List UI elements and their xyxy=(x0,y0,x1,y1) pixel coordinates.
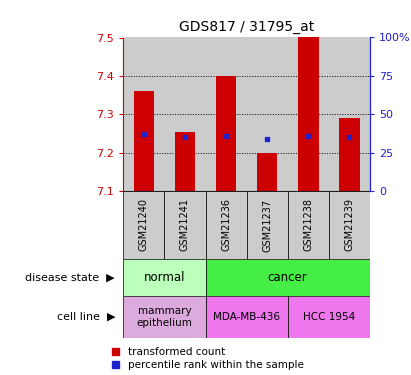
Text: GSM21238: GSM21238 xyxy=(303,198,313,252)
Text: disease state  ▶: disease state ▶ xyxy=(25,273,115,282)
Legend: transformed count, percentile rank within the sample: transformed count, percentile rank withi… xyxy=(108,343,308,374)
Text: cell line  ▶: cell line ▶ xyxy=(57,312,115,322)
Bar xyxy=(175,132,195,191)
Bar xyxy=(329,38,370,191)
Text: GSM21241: GSM21241 xyxy=(180,198,190,252)
Bar xyxy=(288,296,370,338)
Bar xyxy=(216,76,236,191)
Bar xyxy=(247,38,288,191)
Bar xyxy=(134,91,154,191)
Text: mammary
epithelium: mammary epithelium xyxy=(136,306,192,328)
Bar xyxy=(257,153,277,191)
Text: GSM21240: GSM21240 xyxy=(139,198,149,252)
Bar xyxy=(206,38,247,191)
Bar xyxy=(206,296,288,338)
Bar xyxy=(329,191,370,259)
Bar xyxy=(247,191,288,259)
Bar xyxy=(288,38,329,191)
Bar xyxy=(123,191,164,259)
Bar xyxy=(164,38,206,191)
Bar xyxy=(339,118,360,191)
Bar xyxy=(298,38,319,191)
Text: cancer: cancer xyxy=(268,271,307,284)
Bar xyxy=(123,38,164,191)
Text: normal: normal xyxy=(144,271,185,284)
Bar xyxy=(164,191,206,259)
Bar xyxy=(206,259,370,296)
Text: HCC 1954: HCC 1954 xyxy=(302,312,355,322)
Text: GSM21237: GSM21237 xyxy=(262,198,272,252)
Text: GSM21236: GSM21236 xyxy=(221,198,231,252)
Text: MDA-MB-436: MDA-MB-436 xyxy=(213,312,280,322)
Bar xyxy=(123,296,206,338)
Bar xyxy=(288,191,329,259)
Bar xyxy=(206,191,247,259)
Bar xyxy=(123,259,206,296)
Title: GDS817 / 31795_at: GDS817 / 31795_at xyxy=(179,20,314,34)
Text: GSM21239: GSM21239 xyxy=(344,198,354,252)
